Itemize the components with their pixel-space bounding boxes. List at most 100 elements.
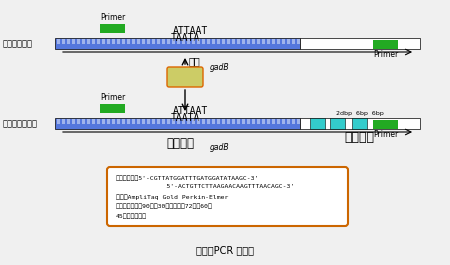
Bar [87,119,90,124]
Bar [232,119,235,124]
Bar [117,119,120,124]
Bar [67,119,70,124]
Bar [107,119,110,124]
Bar [292,119,295,124]
Bar [142,39,145,44]
Bar [267,119,270,124]
Bar [77,119,80,124]
Bar [197,119,200,124]
Bar [142,119,145,124]
Bar [252,39,255,44]
Bar [100,104,125,113]
Text: ATTAAT: ATTAAT [172,106,207,116]
Bar [87,39,90,44]
Bar [237,119,240,124]
Bar [77,39,80,44]
FancyBboxPatch shape [167,67,203,87]
Bar [147,119,150,124]
Bar [112,119,115,124]
Bar [257,119,260,124]
Bar [57,119,60,124]
Text: 切断: 切断 [189,56,201,66]
Bar [152,119,155,124]
Bar [287,119,290,124]
Bar [267,39,270,44]
Text: 酵素：AmpliTaq Gold Perkin-Elmer: 酵素：AmpliTaq Gold Perkin-Elmer [116,194,228,200]
Text: TAATA: TAATA [170,33,200,43]
Bar [137,119,140,124]
Bar [202,39,205,44]
Bar [252,119,255,124]
Bar [217,39,220,44]
Bar [122,39,125,44]
Text: ATTAAT: ATTAAT [172,26,207,36]
Bar [257,39,260,44]
Bar [242,119,245,124]
Bar [97,119,100,124]
Bar [247,39,250,44]
Bar [147,39,150,44]
Bar [330,118,345,129]
Bar [187,39,190,44]
Text: 亜種クレモリス: 亜種クレモリス [3,119,38,128]
Bar [112,39,115,44]
Bar [242,39,245,44]
Bar [172,119,175,124]
Bar [137,39,140,44]
Bar [282,39,285,44]
Text: プライマー：5'-CGTTATGGATTTGATGGATATAAGC-3': プライマー：5'-CGTTATGGATTTGATGGATATAAGC-3' [116,175,259,180]
Text: 2dbp  6bp  6bp: 2dbp 6bp 6bp [336,111,384,116]
Bar [212,119,215,124]
Bar [127,119,130,124]
Bar [62,119,65,124]
Text: Primer: Primer [100,93,125,102]
Bar [277,119,280,124]
Text: 亜種ラクチス: 亜種ラクチス [3,39,33,48]
Bar [72,119,75,124]
Text: 失失失失: 失失失失 [344,131,374,144]
Bar [177,119,180,124]
Text: gadB: gadB [210,143,230,152]
Bar [107,39,110,44]
Bar [152,39,155,44]
Bar [82,119,85,124]
Bar [300,118,420,129]
FancyBboxPatch shape [107,167,348,226]
Bar [197,39,200,44]
Bar [72,39,75,44]
Text: 45サイクル反応: 45サイクル反応 [116,213,147,219]
Bar [352,118,367,129]
Bar [100,24,125,33]
Bar [132,119,135,124]
Bar [57,39,60,44]
Bar [92,119,95,124]
Bar [262,119,265,124]
Bar [157,119,160,124]
Bar [92,39,95,44]
Bar [192,39,195,44]
Bar [82,39,85,44]
Bar [297,39,300,44]
Bar [127,39,130,44]
Bar [202,119,205,124]
Text: Tn3?: Tn3? [176,73,194,82]
Text: Primer: Primer [373,50,398,59]
Bar [232,39,235,44]
Bar [157,39,160,44]
Bar [222,119,225,124]
Bar [192,119,195,124]
Bar [373,40,398,49]
Bar [292,39,295,44]
Bar [237,39,240,44]
Bar [167,119,170,124]
Bar [217,119,220,124]
Bar [122,119,125,124]
Text: Primer: Primer [373,130,398,139]
Bar [167,39,170,44]
Bar [222,39,225,44]
Bar [97,39,100,44]
Text: TAATA: TAATA [170,113,200,123]
Text: アニーリング：90℃　30秒，伸長：72℃　60秒: アニーリング：90℃ 30秒，伸長：72℃ 60秒 [116,204,213,209]
Bar [277,39,280,44]
Bar [132,39,135,44]
